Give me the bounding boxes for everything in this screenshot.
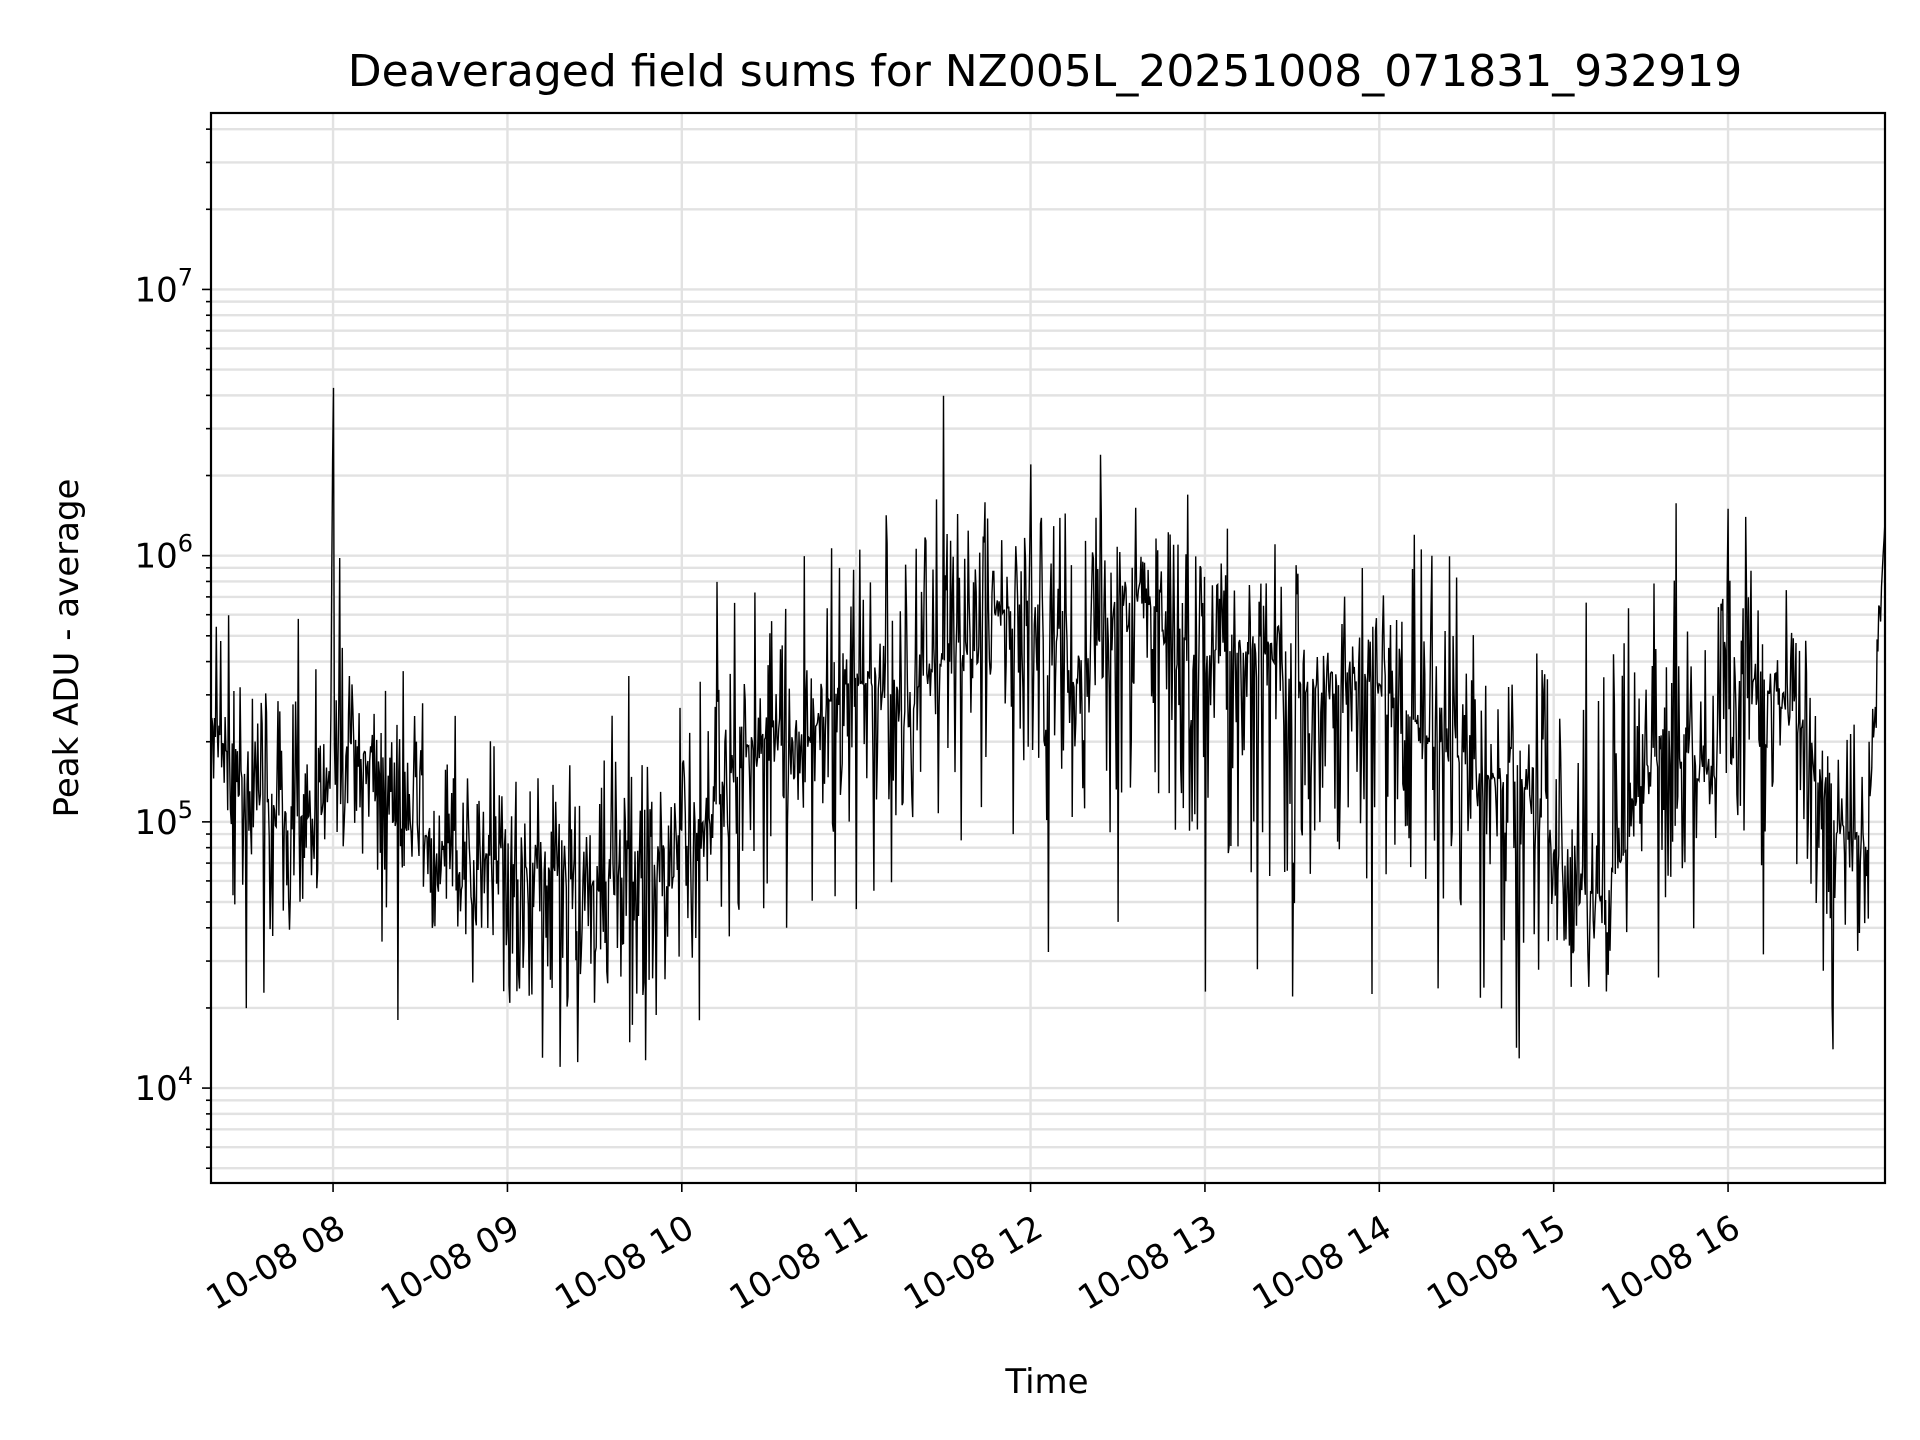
plot-frame: [209, 111, 1887, 1185]
y-tick-label: 106: [134, 530, 193, 577]
y-tick-label: 104: [134, 1062, 193, 1109]
data-layer: [210, 387, 1886, 1067]
y-tick-label: 105: [134, 796, 193, 843]
y-axis-label: Peak ADU - average: [47, 479, 87, 818]
y-tick-label: 107: [134, 263, 193, 310]
x-axis-label: Time: [1004, 1362, 1088, 1402]
chart-title: Deaveraged field sums for NZ005L_2025100…: [348, 46, 1742, 97]
y-axis: 104 105 106 107: [134, 128, 211, 1170]
series-line: [210, 387, 1886, 1067]
